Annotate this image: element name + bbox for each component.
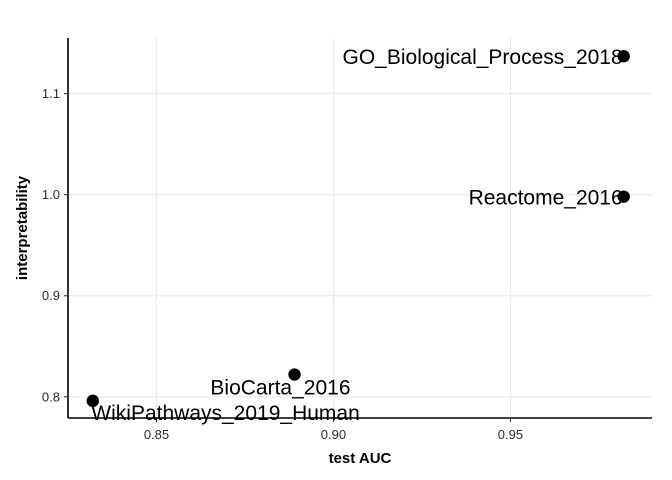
point-labels: GO_Biological_Process_2018 Reactome_2016 B… [91, 46, 622, 425]
point-label: Reactome_2016 [469, 187, 623, 210]
data-point [288, 368, 301, 381]
point-label: WikiPathways_2019_Human [91, 402, 359, 425]
point-label: BioCarta_2016 [210, 377, 350, 400]
y-tick-label: 0.9 [42, 288, 60, 303]
data-point [617, 190, 630, 203]
data-point [86, 394, 99, 408]
x-axis-title: test AUC [329, 450, 392, 467]
x-tick-label: 0.95 [498, 427, 523, 442]
axes: 0.85 0.90 0.95 0.8 0.9 1.0 1.1 [42, 38, 652, 442]
y-tick-label: 1.0 [42, 187, 60, 202]
data-points [86, 49, 630, 408]
y-axis-title: interpretability [14, 175, 31, 280]
y-tick-label: 0.8 [42, 389, 60, 404]
data-point [617, 49, 630, 63]
x-tick-label: 0.90 [321, 427, 346, 442]
y-tick-label: 1.1 [42, 86, 60, 101]
x-tick-label: 0.85 [144, 427, 169, 442]
grid [68, 38, 652, 418]
point-label: GO_Biological_Process_2018 [343, 46, 623, 69]
